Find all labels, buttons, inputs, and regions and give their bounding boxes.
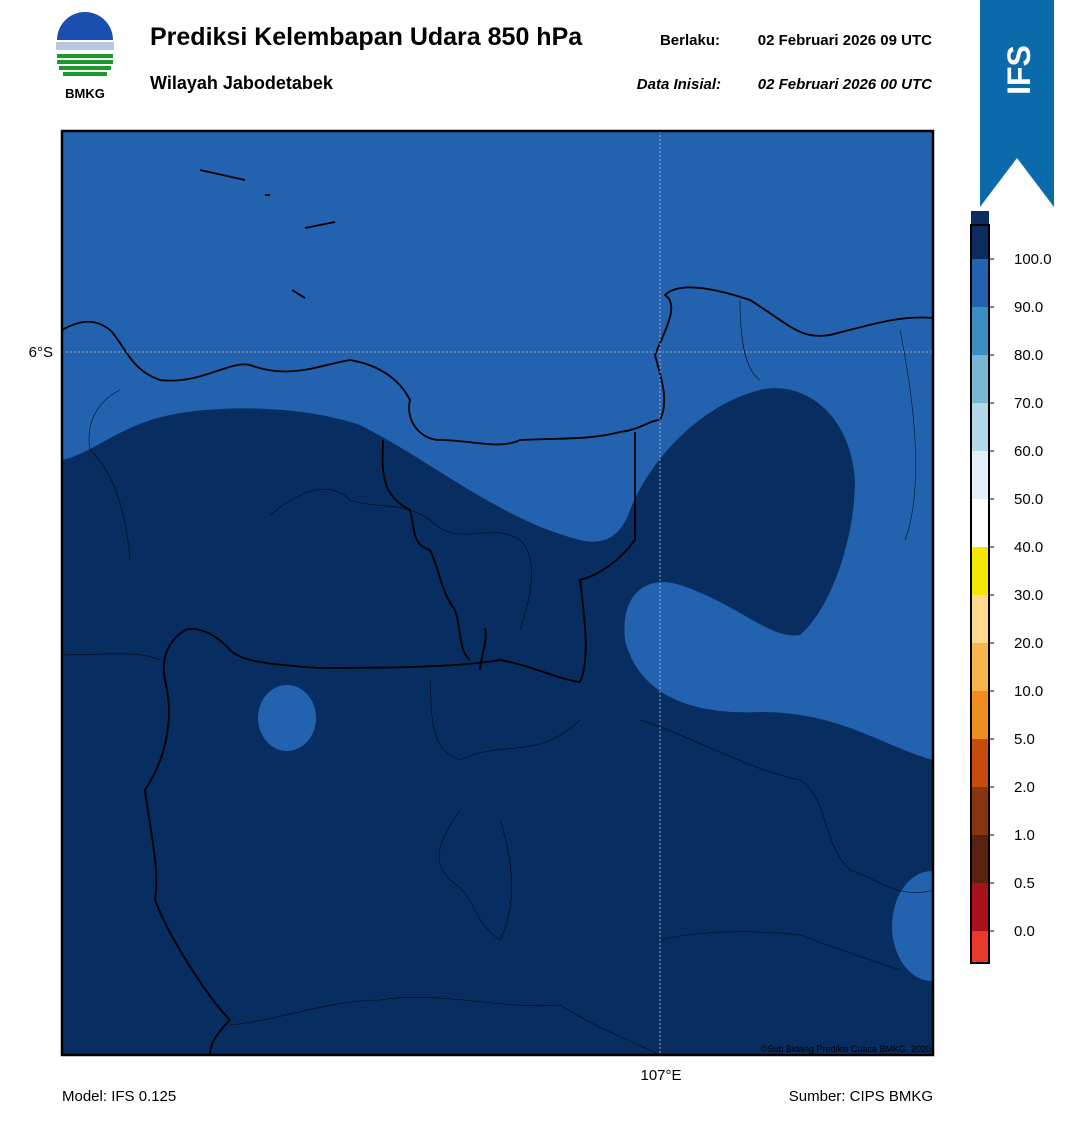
colorbar-label: 2.0 (1014, 779, 1035, 796)
map: ©Sub Bidang Prediksi Cuaca BMKG, 2020 (62, 131, 933, 1055)
colorbar-label: 60.0 (1014, 443, 1043, 460)
colorbar-label: 30.0 (1014, 587, 1043, 604)
colorbar-segment (971, 403, 989, 451)
colorbar-segment (971, 739, 989, 787)
credit: ©Sub Bidang Prediksi Cuaca BMKG, 2020 (761, 1044, 931, 1054)
colorbar-label: 50.0 (1014, 491, 1043, 508)
colorbar: 0.0 0.5 1.0 2.0 5.0 10.0 20.0 30.0 40.0 50.0 60.0 7… (970, 211, 1052, 964)
colorbar-label: 0.0 (1014, 923, 1035, 940)
badge-text: IFS (1001, 45, 1037, 95)
colorbar-segment (971, 595, 989, 643)
valid-label: Berlaku: (660, 32, 720, 49)
lon-label: 107°E (640, 1067, 681, 1084)
valid-time: 02 Februari 2026 09 UTC (758, 32, 932, 49)
colorbar-segment (971, 211, 989, 259)
colorbar-label: 0.5 (1014, 875, 1035, 892)
colorbar-segment (971, 931, 989, 963)
colorbar-label: 40.0 (1014, 539, 1043, 556)
colorbar-segment (971, 499, 989, 547)
subtitle: Wilayah Jabodetabek (150, 73, 334, 93)
colorbar-segment (971, 307, 989, 355)
colorbar-label: 5.0 (1014, 731, 1035, 748)
footer-source: Sumber: CIPS BMKG (789, 1088, 933, 1105)
colorbar-segment (971, 451, 989, 499)
colorbar-segment (971, 355, 989, 403)
colorbar-label: 1.0 (1014, 827, 1035, 844)
colorbar-label: 80.0 (1014, 347, 1043, 364)
colorbar-segment (971, 883, 989, 931)
init-time: 02 Februari 2026 00 UTC (758, 76, 933, 93)
lat-label: 6°S (29, 344, 53, 361)
colorbar-label: 20.0 (1014, 635, 1043, 652)
colorbar-label: 70.0 (1014, 395, 1043, 412)
logo: BMKG (56, 12, 114, 101)
colorbar-frame (970, 224, 990, 964)
colorbar-label: 100.0 (1014, 251, 1052, 268)
colorbar-segment (971, 259, 989, 307)
colorbar-label: 10.0 (1014, 683, 1043, 700)
colorbar-segment (971, 691, 989, 739)
colorbar-segment (971, 835, 989, 883)
colorbar-label: 90.0 (1014, 299, 1043, 316)
logo-text: BMKG (65, 86, 105, 101)
colorbar-segment (971, 643, 989, 691)
badge (980, 0, 1054, 207)
colorbar-segment (971, 547, 989, 595)
footer-model: Model: IFS 0.125 (62, 1088, 176, 1105)
title: Prediksi Kelembapan Udara 850 hPa (150, 23, 583, 51)
colorbar-segment (971, 787, 989, 835)
map-frame (60, 129, 935, 1057)
init-label: Data Inisial: (637, 76, 721, 93)
